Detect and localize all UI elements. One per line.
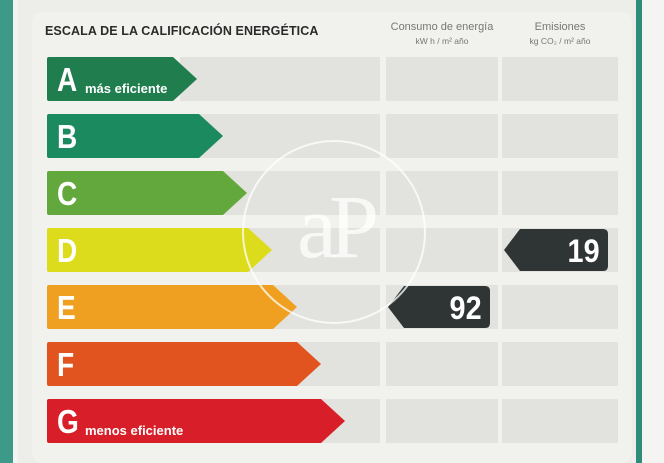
rating-arrow-shape [47,399,345,443]
row-cell-consumo [386,57,498,101]
watermark-logo: aP [242,140,426,324]
watermark-text: aP [297,178,379,277]
rating-arrow-shape [47,57,197,101]
row-cell-emisiones [502,114,618,158]
rating-arrow-shape [47,114,223,158]
rating-letter: D [57,232,78,269]
rating-bar-f: F [47,342,321,386]
rating-letter: A [57,61,78,98]
rating-arrow-shape [47,228,272,272]
tag-arrow-shape [388,286,490,328]
emisiones-title: Emisiones [534,21,586,33]
rating-letter: G [57,403,79,440]
rating-arrow-shape [47,171,247,215]
right-edge [642,0,664,463]
left-edge-highlight [13,0,18,463]
rating-bar-c: C [47,171,247,215]
rating-bar-d: D [47,228,272,272]
tag-value: 92 [449,290,482,326]
row-cell-emisiones [502,399,618,443]
right-edge-line [636,0,642,463]
scale-title: ESCALA DE LA CALIFICACIÓN ENERGÉTICA [45,24,319,38]
rating-letter: B [57,118,78,155]
rating-bar-e: E [47,285,297,329]
consumo-header: Consumo de energía kW h / m² año [384,20,500,48]
emisiones-unit: kg CO₂ / m² año [529,36,591,46]
rating-letter: C [57,175,78,212]
emisiones-value-tag: 19 [504,229,608,271]
row-cell-consumo [386,342,498,386]
consumo-unit: kW h / m² año [415,36,469,46]
row-cell-scale [180,57,380,101]
row-cell-emisiones [502,57,618,101]
consumo-title: Consumo de energía [390,21,494,33]
rating-arrow-shape [47,285,297,329]
row-cell-emisiones [502,342,618,386]
rating-caption: más eficiente [85,81,168,96]
row-cell-emisiones [502,171,618,215]
rating-arrow-shape [47,342,321,386]
rating-letter: E [57,289,76,326]
row-cell-consumo [386,399,498,443]
rating-caption: menos eficiente [85,423,184,438]
consumo-value-tag: 92 [388,286,490,328]
emisiones-header: Emisiones kg CO₂ / m² año [502,20,618,48]
rating-bar-b: B [47,114,223,158]
rating-letter: F [57,346,75,383]
tag-value: 19 [567,233,600,269]
row-cell-emisiones [502,285,618,329]
tag-arrow-shape [504,229,608,271]
row-cell-consumo [386,114,498,158]
